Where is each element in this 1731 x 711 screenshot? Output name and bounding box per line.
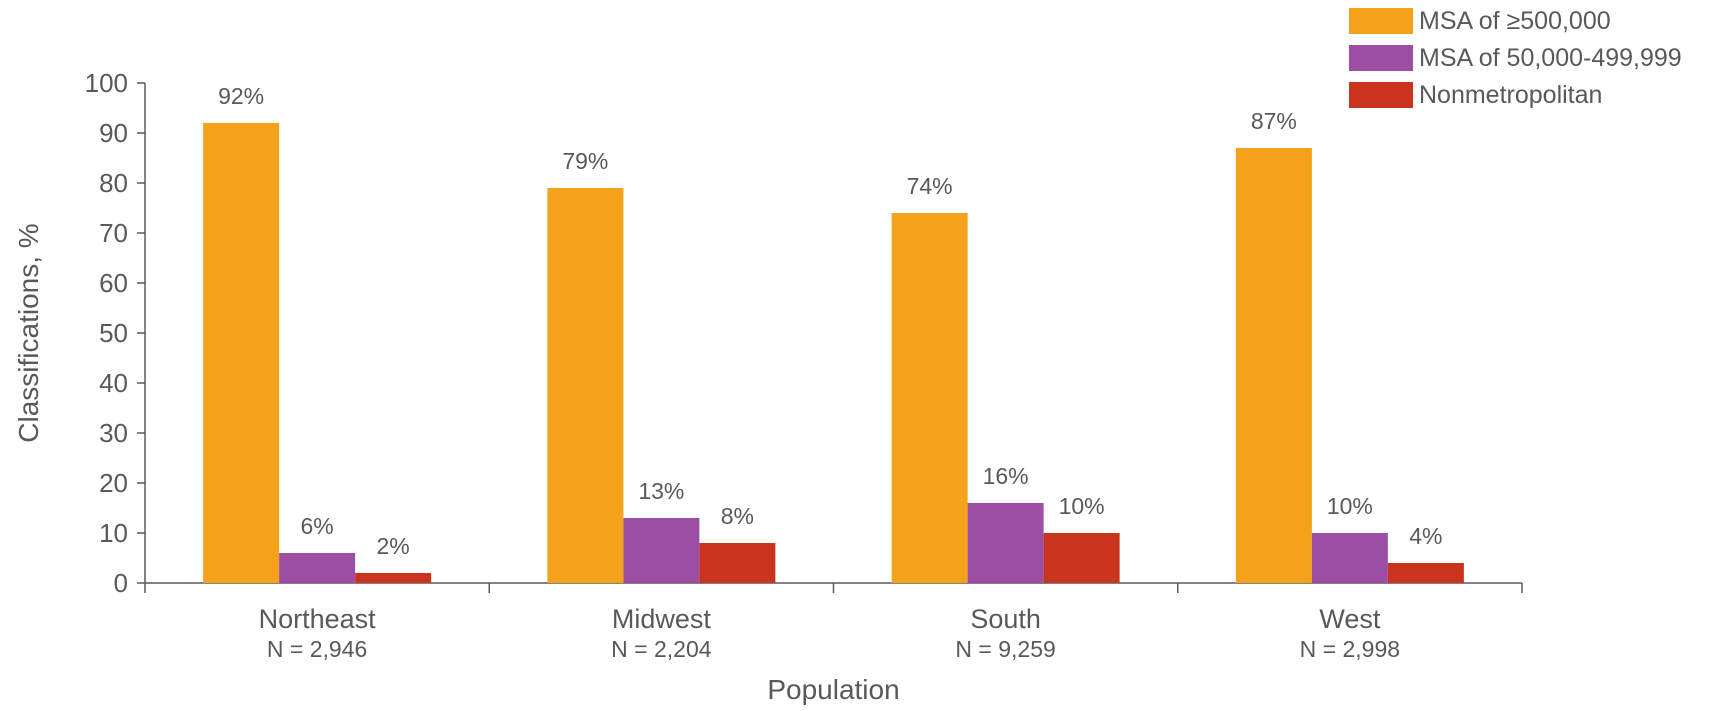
y-tick-label: 50 [99,318,128,348]
y-tick-label: 0 [114,568,128,598]
legend-label: MSA of ≥500,000 [1419,7,1611,35]
x-category-label: Midwest [612,604,712,634]
x-category-sublabel: N = 2,998 [1300,636,1400,662]
bar-value-label: 79% [562,148,608,174]
y-tick-label: 70 [99,218,128,248]
bar [203,123,280,583]
bar-value-label: 92% [218,83,264,109]
bar-value-label: 16% [983,463,1029,489]
legend: MSA of ≥500,000 MSA of 50,000-499,999 Nonm… [1349,7,1682,109]
y-tick-label: 90 [99,118,128,148]
x-axis-title: Population [767,674,899,705]
bar-value-label: 87% [1251,108,1297,134]
bar [1043,533,1120,583]
y-tick-label: 40 [99,368,128,398]
x-category-label: South [970,604,1041,634]
y-tick-label: 100 [85,68,128,98]
bar [547,188,624,583]
legend-label: MSA of 50,000-499,999 [1419,44,1682,72]
y-tick-label: 10 [99,518,128,548]
legend-label: Nonmetropolitan [1419,81,1602,109]
bar-value-label: 6% [301,513,334,539]
bar [1387,563,1464,583]
bar [891,213,968,583]
y-axis-title: Classifications, % [13,223,44,442]
y-axis: 0 10 20 30 40 50 60 70 80 90 100 [85,68,146,598]
x-category-sublabel: N = 9,259 [955,636,1055,662]
bar [279,553,356,583]
legend-swatch [1349,82,1413,108]
bar [967,503,1044,583]
bars: 92% 6% 2% 79% 13% 8% 74% 16% 10% 87% 10% 4% [203,83,1464,583]
legend-swatch [1349,8,1413,34]
bar-value-label: 4% [1409,523,1442,549]
bar [623,518,700,583]
x-category-sublabel: N = 2,204 [611,636,712,662]
legend-swatch [1349,45,1413,71]
y-tick-label: 60 [99,268,128,298]
x-category-label: Northeast [259,604,377,634]
bar [1235,148,1312,583]
bar-value-label: 10% [1327,493,1373,519]
bar-value-label: 8% [721,503,754,529]
bar [1311,533,1388,583]
bar [699,543,776,583]
bar-value-label: 2% [377,533,410,559]
bar-value-label: 13% [638,478,684,504]
bar-value-label: 10% [1059,493,1105,519]
bar-value-label: 74% [907,173,953,199]
y-tick-label: 20 [99,468,128,498]
y-tick-label: 30 [99,418,128,448]
y-tick-label: 80 [99,168,128,198]
x-category-sublabel: N = 2,946 [267,636,367,662]
x-category-label: West [1319,604,1381,634]
bar [355,573,432,583]
